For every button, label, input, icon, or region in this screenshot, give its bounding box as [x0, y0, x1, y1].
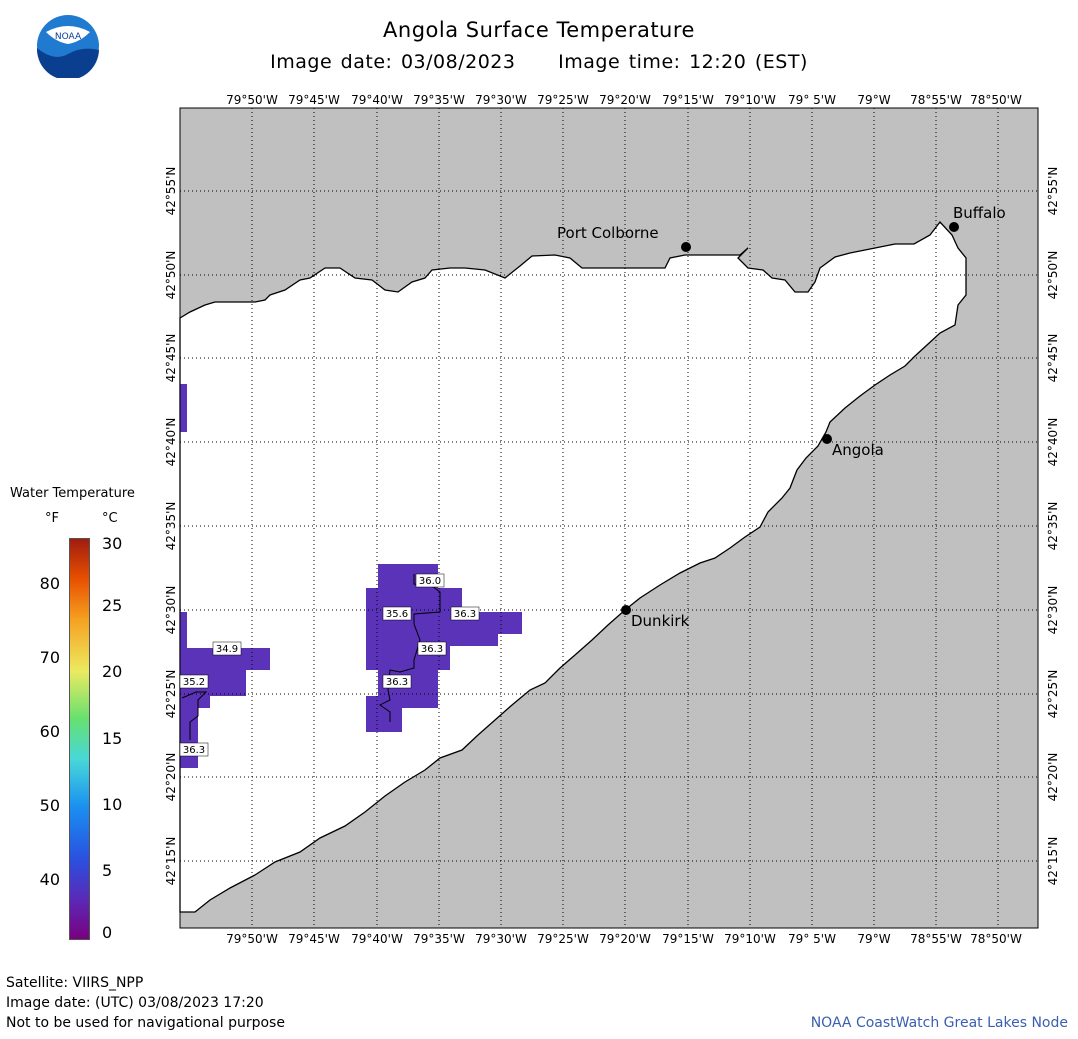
lon-label-top: 79°25'W: [537, 93, 589, 107]
color-scale-bar: [69, 538, 90, 940]
temp-label: 35.2: [183, 677, 205, 688]
legend-tick-c: 0: [102, 923, 113, 942]
lat-label-left: 42°30'N: [164, 586, 178, 635]
lat-label-right: 42°45'N: [1046, 334, 1060, 383]
temp-label: 35.6: [386, 609, 408, 620]
legend-tick-c: 5: [102, 861, 113, 880]
lon-label-bottom: 79°35'W: [413, 932, 465, 946]
lat-label-left: 42°25'N: [164, 670, 178, 719]
lon-label-top: 79°10'W: [724, 93, 776, 107]
grid-lat: [180, 190, 1038, 862]
legend-tick-f: 70: [39, 648, 60, 667]
temp-label: 34.9: [216, 644, 238, 655]
lon-label-bottom: 79°15'W: [662, 932, 714, 946]
logo-text: NOAA: [55, 32, 82, 42]
lon-label-bottom: 79° 5'W: [788, 932, 836, 946]
temp-label: 36.3: [386, 677, 408, 688]
noaa-logo-icon: NOAA: [36, 15, 99, 78]
legend-tick-c: 15: [102, 729, 123, 748]
lon-label-bottom: 79°40'W: [351, 932, 403, 946]
map-frame: [179, 107, 1039, 929]
lat-labels-right: 42°55'N 42°50'N 42°45'N 42°40'N 42°35'N …: [1046, 167, 1060, 886]
city-marker-port-colborne: [681, 242, 691, 252]
city-label-port-colborne: Port Colborne: [557, 224, 659, 242]
lon-label-bottom: 78°50'W: [970, 932, 1022, 946]
legend-tick-c: 20: [102, 662, 123, 681]
south-land: [180, 108, 1038, 928]
lat-label-right: 42°55'N: [1046, 167, 1060, 216]
legend-tick-f: 40: [39, 870, 60, 889]
lon-labels-top: 79°50'W 79°45'W 79°40'W 79°35'W 79°30'W …: [226, 93, 1022, 107]
city-marker-dunkirk: [621, 605, 631, 615]
legend-tick-f: 50: [39, 796, 60, 815]
lat-label-left: 42°45'N: [164, 334, 178, 383]
lon-label-bottom: 79°30'W: [475, 932, 527, 946]
lat-label-left: 42°55'N: [164, 167, 178, 216]
legend-tick-c: 30: [102, 534, 123, 553]
legend-tick-c: 25: [102, 596, 123, 615]
lat-label-left: 42°50'N: [164, 251, 178, 300]
lat-label-right: 42°35'N: [1046, 502, 1060, 551]
lon-label-top: 79°45'W: [288, 93, 340, 107]
temp-label: 36.3: [421, 644, 443, 655]
legend-unit-f: °F: [45, 511, 59, 526]
temperature-labels: 36.0 35.6 36.3 36.3 36.3 34.9 35.2 36.3: [179, 573, 480, 757]
legend-tick-f: 60: [39, 722, 60, 741]
utc-date-info: Image date: (UTC) 03/08/2023 17:20: [6, 995, 264, 1011]
disclaimer: Not to be used for navigational purpose: [6, 1015, 285, 1031]
credit-link[interactable]: NOAA CoastWatch Great Lakes Node: [810, 1015, 1068, 1031]
temp-label: 36.3: [183, 745, 205, 756]
city-label-buffalo: Buffalo: [953, 204, 1006, 222]
lat-label-right: 42°15'N: [1046, 837, 1060, 886]
lon-label-bottom: 79°W: [857, 932, 890, 946]
legend-title: Water Temperature: [10, 486, 135, 501]
image-date-time: Image date: 03/08/2023 Image time: 12:20…: [270, 51, 808, 73]
lon-label-bottom: 79°45'W: [288, 932, 340, 946]
grid-lon: [251, 108, 999, 928]
lake-erie: [179, 220, 967, 913]
temp-label: 36.3: [454, 609, 476, 620]
temp-label: 36.0: [419, 576, 441, 587]
lat-label-right: 42°50'N: [1046, 251, 1060, 300]
satellite-info: Satellite: VIIRS_NPP: [6, 975, 144, 991]
lon-label-top: 79°W: [857, 93, 890, 107]
sst-contours: [181, 574, 441, 740]
lat-label-right: 42°30'N: [1046, 586, 1060, 635]
city-label-angola: Angola: [832, 441, 884, 459]
lon-label-top: 79°15'W: [662, 93, 714, 107]
lon-label-bottom: 78°55'W: [910, 932, 962, 946]
lon-label-bottom: 79°50'W: [226, 932, 278, 946]
lat-label-left: 42°15'N: [164, 837, 178, 886]
lon-label-top: 78°55'W: [910, 93, 962, 107]
lon-label-top: 79°20'W: [599, 93, 651, 107]
page-title: Angola Surface Temperature: [383, 18, 695, 42]
lat-label-right: 42°25'N: [1046, 670, 1060, 719]
cities: Port Colborne Buffalo Angola Dunkirk: [557, 204, 1006, 630]
lat-label-right: 42°40'N: [1046, 418, 1060, 467]
lon-label-bottom: 79°10'W: [724, 932, 776, 946]
lon-label-top: 79°40'W: [351, 93, 403, 107]
lon-label-top: 79°30'W: [475, 93, 527, 107]
lon-label-top: 79° 5'W: [788, 93, 836, 107]
lon-label-top: 79°35'W: [413, 93, 465, 107]
lon-label-top: 79°50'W: [226, 93, 278, 107]
lat-label-left: 42°20'N: [164, 753, 178, 802]
lat-label-left: 42°40'N: [164, 418, 178, 467]
city-marker-angola: [822, 434, 832, 444]
lon-label-bottom: 79°25'W: [537, 932, 589, 946]
city-label-dunkirk: Dunkirk: [631, 612, 690, 630]
lon-labels-bottom: 79°50'W 79°45'W 79°40'W 79°35'W 79°30'W …: [226, 932, 1022, 946]
legend-tick-f: 80: [39, 574, 60, 593]
lat-label-right: 42°20'N: [1046, 753, 1060, 802]
lat-labels-left: 42°55'N 42°50'N 42°45'N 42°40'N 42°35'N …: [164, 167, 178, 886]
lat-label-left: 42°35'N: [164, 502, 178, 551]
legend-unit-c: °C: [102, 511, 118, 526]
lon-label-bottom: 79°20'W: [599, 932, 651, 946]
legend-tick-c: 10: [102, 795, 123, 814]
city-marker-buffalo: [949, 222, 959, 232]
lon-label-top: 78°50'W: [970, 93, 1022, 107]
